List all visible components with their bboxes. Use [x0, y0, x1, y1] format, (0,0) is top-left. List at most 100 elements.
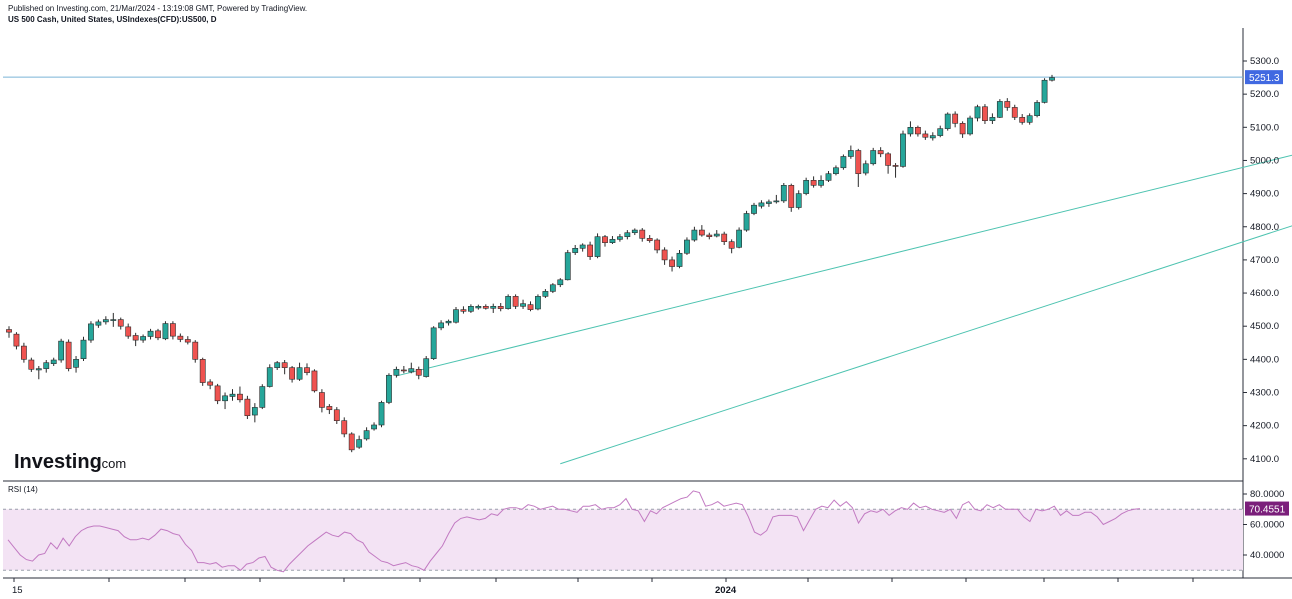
candle-body-down [669, 259, 675, 267]
candle [773, 194, 780, 204]
trend-channel [396, 154, 1292, 465]
candle-body-up [907, 127, 914, 135]
candle [982, 104, 988, 124]
candle [460, 306, 467, 314]
candle-body-up [1041, 79, 1048, 103]
candle-body-up [445, 320, 452, 324]
candle-body-up [393, 368, 400, 376]
candle [520, 299, 526, 309]
candle [140, 334, 146, 343]
candle-body-up [140, 336, 146, 341]
candle [743, 210, 750, 232]
candle [88, 321, 94, 343]
candle [274, 361, 281, 370]
candle-body-up [736, 229, 742, 248]
candle [192, 340, 199, 363]
rsi-band [3, 509, 1243, 571]
candle-body-up [542, 291, 549, 297]
candle-body-down [646, 238, 653, 241]
candle-body-up [564, 252, 571, 281]
candle-body-down [810, 180, 817, 186]
candle [1011, 104, 1018, 121]
candle [721, 231, 728, 245]
candle-body-up [862, 163, 869, 174]
candle [1034, 100, 1040, 118]
candle [676, 249, 683, 269]
candle [564, 249, 571, 281]
channel-lower-line [560, 225, 1292, 465]
candle [646, 235, 653, 243]
candle [318, 389, 325, 413]
candle [423, 356, 430, 378]
candle-body-up [535, 296, 541, 310]
candle-body-down [497, 306, 504, 309]
candle [43, 360, 50, 373]
candle-body-up [840, 156, 847, 169]
plot-frame [3, 28, 1292, 579]
candle-body-up [684, 239, 690, 254]
candle [952, 111, 959, 128]
candle-body-up [743, 213, 750, 231]
candle-body-up [818, 180, 824, 186]
candle-body-up [259, 386, 266, 408]
candle [386, 373, 392, 405]
candle-body-up [266, 367, 273, 387]
candle [490, 303, 497, 313]
candle [974, 104, 981, 122]
price-tick-label: 5100.0 [1250, 122, 1279, 133]
candle [751, 202, 757, 216]
rsi-line [7, 490, 1141, 573]
price-tick-label: 4600.0 [1250, 288, 1279, 299]
candle-body-down [400, 369, 407, 372]
candle-body-up [974, 106, 981, 119]
candle-body-up [505, 296, 512, 309]
candle-body-down [482, 306, 489, 309]
candle-body-down [237, 393, 243, 401]
candle [184, 336, 191, 345]
candle-body-down [952, 113, 959, 124]
candle-body-down [728, 241, 735, 249]
price-tick-label: 4200.0 [1250, 421, 1279, 432]
candle [80, 336, 87, 362]
candle-body-down [527, 304, 534, 310]
candle [914, 125, 921, 137]
candle [229, 389, 236, 401]
candle-body-up [691, 229, 698, 241]
candle [624, 230, 631, 240]
candle-body-down [244, 398, 251, 417]
candle-body-down [885, 153, 891, 166]
time-tick-label: 2024 [715, 585, 737, 596]
candle-body-down [855, 150, 862, 175]
candle-body-up [937, 128, 944, 136]
candle [706, 232, 713, 240]
candle-body-up [467, 306, 474, 312]
candle-body-up [713, 233, 720, 237]
candle [1041, 78, 1048, 104]
candle-body-up [490, 306, 497, 309]
candle [371, 422, 377, 431]
candle [631, 228, 638, 236]
candle [661, 247, 668, 265]
candle [132, 332, 139, 347]
candle-body-down [348, 433, 355, 451]
candle [996, 99, 1003, 119]
price-tick-label: 4400.0 [1250, 354, 1279, 365]
candle-body-up [438, 322, 444, 329]
candle-body-down [6, 329, 12, 333]
candle-body-down [65, 341, 72, 369]
candle-body-down [922, 133, 929, 138]
candle-body-down [1019, 117, 1026, 123]
candle-body-up [594, 236, 601, 257]
candle-body-down [311, 370, 318, 392]
candle [967, 115, 973, 136]
candle-body-up [765, 201, 772, 204]
candle-body-down [214, 385, 221, 402]
candle-body-down [132, 335, 139, 341]
candle-body-down [199, 359, 206, 383]
candle [207, 379, 214, 390]
candle [214, 383, 221, 405]
candle-body-up [430, 327, 437, 359]
candle-body-up [631, 229, 638, 234]
candle-body-down [289, 367, 295, 380]
